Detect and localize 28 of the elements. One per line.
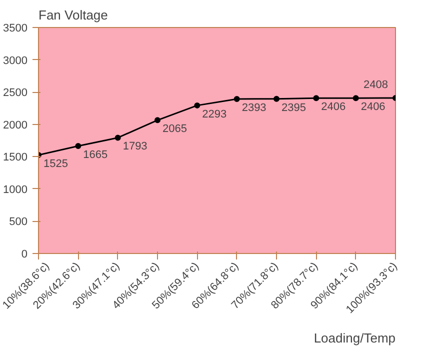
y-tick-label: 2000	[3, 119, 28, 132]
data-label: 2293	[202, 108, 227, 120]
point	[154, 117, 160, 124]
data-label: 1525	[44, 158, 68, 170]
point	[274, 96, 280, 102]
data-label: 2406	[321, 101, 346, 114]
data-label: 2393	[242, 102, 266, 114]
data-label: 2065	[162, 123, 187, 136]
y-axis-title: Fan Voltage	[38, 8, 108, 22]
point	[75, 142, 82, 149]
x-axis-title: Loading/Temp	[314, 330, 396, 346]
y-tick-label: 1500	[3, 152, 28, 164]
data-label: 2395	[282, 102, 306, 114]
point	[313, 95, 320, 102]
y-tick-label: 3500	[3, 22, 28, 34]
point	[234, 96, 240, 102]
point	[194, 102, 200, 108]
y-tick-label: 0	[21, 248, 28, 260]
point	[352, 95, 359, 102]
y-tick-label: 500	[9, 216, 28, 228]
data-label: 2408	[364, 79, 388, 92]
data-label: 1793	[122, 140, 148, 153]
y-tick-label: 3000	[3, 54, 28, 67]
point	[114, 134, 121, 141]
y-tick-label: 2500	[3, 87, 28, 100]
data-label: 1665	[83, 148, 108, 161]
y-tick-label: 1000	[3, 184, 28, 196]
data-label: 2406	[360, 101, 386, 114]
